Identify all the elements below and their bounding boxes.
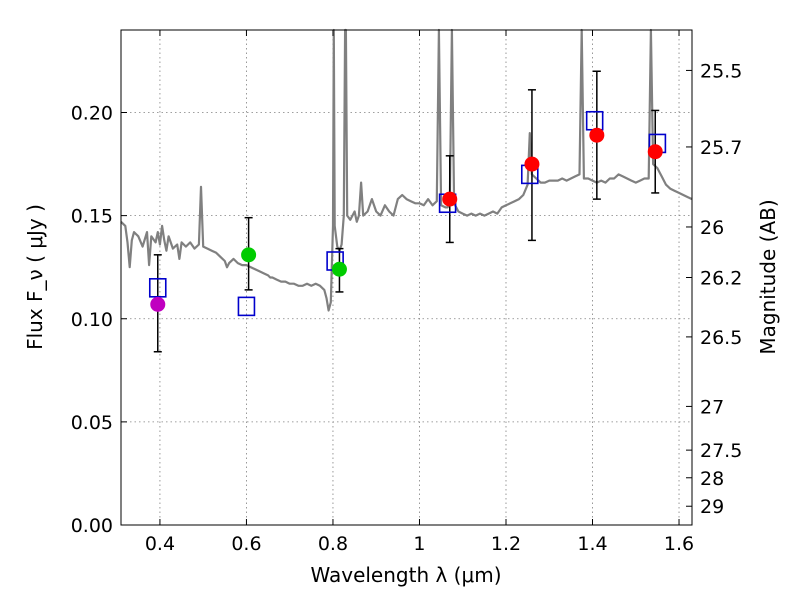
model-spectrum [120,28,693,312]
y2-tick-label: 25.7 [700,137,742,159]
grid-lines [121,30,692,526]
axis-ticks: 0.4 0.6 0.8 1 1.2 1.4 1.6 0.00 0.05 0.10 0.15 0.20 2… [71,30,742,555]
y-tick-label: 0.00 [71,515,113,537]
x-tick-label: 1.6 [664,533,694,555]
y-axis-title: Flux F_ν ( μJy ) [23,204,47,350]
observed-point [442,191,458,207]
x-tick-label: 1.4 [577,533,607,555]
observed-photometry-points [150,127,663,312]
y2-tick-label: 28 [700,468,724,490]
model-spectrum-line [120,28,693,312]
x-tick-label: 0.8 [318,533,348,555]
y2-tick-label: 26 [700,217,724,239]
y2-tick-label: 26.2 [700,268,742,290]
observed-point [241,247,257,263]
model-point-square [237,296,256,317]
y2-tick-label: 27.5 [700,440,742,462]
y2-tick-label: 25.5 [700,60,742,82]
x-tick-label: 0.4 [145,533,175,555]
observed-point [647,144,663,160]
x-tick-label: 1 [413,533,425,555]
y2-tick-label: 26.5 [700,327,742,349]
x-tick-label: 1.2 [491,533,521,555]
observed-point [331,261,347,277]
y-tick-label: 0.20 [71,103,113,125]
y-tick-label: 0.10 [71,309,113,331]
x-tick-label: 0.6 [231,533,261,555]
y-tick-label: 0.05 [71,412,113,434]
x-axis-title: Wavelength λ (μm) [310,563,501,587]
observed-point [524,156,540,172]
observed-point [150,296,166,312]
observed-point [589,127,605,143]
y-tick-label: 0.15 [71,206,113,228]
y2-tick-label: 27 [700,396,724,418]
y2-tick-label: 29 [700,496,724,518]
y2-axis-title: Magnitude (AB) [756,199,780,354]
